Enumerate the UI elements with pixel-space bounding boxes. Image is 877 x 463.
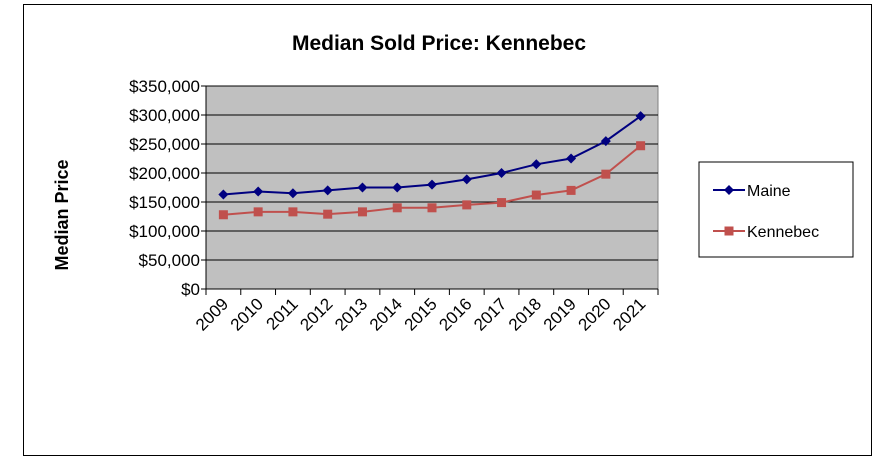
data-point-maine [218,189,229,200]
y-tick-label: $350,000 [129,77,200,96]
legend-label-kennebec: Kennebec [747,224,819,241]
plot-area: $0 $50,000 $100,000 $150,000 $200,000 $250,00… [129,77,659,335]
y-tick-label: $200,000 [129,164,200,183]
legend-box [698,161,854,258]
legend-label-maine: Maine [747,183,791,200]
data-point-maine [531,159,542,170]
data-point-kennebec [253,207,263,217]
data-point-kennebec [531,190,541,200]
data-point-kennebec [427,203,437,213]
y-tick-label: $100,000 [129,222,200,241]
data-point-maine [461,174,472,185]
data-point-maine [496,168,507,178]
x-tick-label: 2013 [331,294,371,334]
data-point-kennebec [392,203,402,213]
legend-marker-kennebec [724,226,734,236]
y-tick-label: $250,000 [129,135,200,154]
x-tick-label: 2017 [470,294,510,334]
legend-marker-maine [724,185,734,195]
chart-area: Median Sold Price: Kennebec Median Price… [23,4,872,456]
data-point-maine [427,179,437,190]
data-point-maine [287,188,298,199]
data-point-kennebec [636,141,646,151]
data-point-kennebec [497,198,507,208]
data-point-kennebec [601,169,611,179]
data-point-maine [322,185,333,196]
data-point-kennebec [357,207,367,217]
data-point-maine [635,111,646,122]
x-tick-label: 2019 [540,294,580,334]
data-point-kennebec [323,209,333,219]
data-point-kennebec [218,210,228,220]
x-tick-label: 2016 [435,294,475,334]
y-tick-label: $50,000 [139,251,200,270]
data-point-kennebec [288,207,298,217]
x-tick-label: 2012 [296,294,336,334]
data-point-kennebec [462,200,472,210]
x-tick-label: 2010 [227,294,267,334]
legend: Maine Kennebec [698,161,854,258]
data-point-maine [566,153,577,164]
x-tick-label: 2021 [609,294,649,334]
chart-title: Median Sold Price: Kennebec [292,32,586,55]
data-point-maine [357,182,368,193]
y-axis-label: Median Price [52,159,72,270]
data-point-maine [392,182,403,193]
data-point-maine [600,136,611,147]
x-tick-label: 2020 [574,294,614,334]
chart-svg: Median Sold Price: Kennebec Median Price… [52,32,854,335]
y-tick-label: $150,000 [129,193,200,212]
x-tick-label: 2009 [192,294,232,334]
x-tick-label: 2014 [366,294,406,334]
x-tick-label: 2011 [262,294,301,333]
data-point-maine [253,186,264,197]
data-point-kennebec [566,185,576,195]
x-tick-label: 2015 [401,294,441,334]
x-tick-label: 2018 [505,294,545,334]
y-tick-label: $0 [181,280,200,299]
y-tick-label: $300,000 [129,106,200,125]
